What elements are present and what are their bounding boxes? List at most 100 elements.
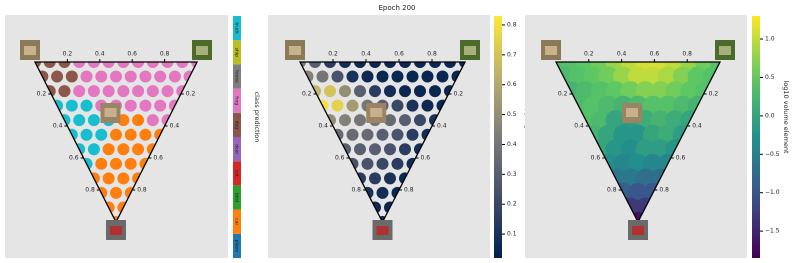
grid-point: [384, 114, 396, 127]
grid-point: [110, 186, 122, 199]
tick-label: 0.2: [558, 91, 568, 98]
center-image-detail: [370, 108, 383, 117]
grid-point: [80, 99, 93, 112]
grid-point: [391, 128, 404, 141]
grid-point: [43, 62, 56, 68]
grid-point: [361, 128, 374, 141]
grid-point: [354, 114, 366, 127]
grid-point: [51, 70, 64, 83]
tick-label: 0.8: [85, 187, 95, 194]
grid-point: [324, 62, 336, 68]
grid-point: [406, 70, 419, 83]
tick-label: 0.4: [574, 123, 584, 130]
grid-point: [139, 128, 152, 141]
grid-point: [391, 99, 404, 112]
grid-point: [369, 85, 381, 98]
tick-label: 0.4: [53, 123, 63, 130]
grid-point: [132, 143, 145, 156]
grid-point: [300, 62, 306, 68]
tick-label: 0.2: [454, 91, 464, 98]
grid-point: [58, 62, 71, 68]
colorbar-class-label: truck: [234, 22, 240, 34]
figure-title: Epoch 200: [378, 4, 415, 12]
grid-point: [414, 114, 426, 127]
colorbar-tick-label: 0.8: [507, 21, 517, 28]
grid-point: [65, 99, 78, 112]
tick-label: 0.8: [682, 51, 692, 58]
triangle-frame: [298, 61, 467, 224]
grid-point: [132, 85, 145, 98]
grid-point: [117, 62, 130, 68]
grid-point: [102, 172, 115, 185]
grid-point: [429, 85, 441, 98]
colorbar-class-label: car: [234, 218, 240, 225]
triangle-frame: [33, 61, 199, 224]
grid-point: [146, 62, 159, 68]
grid-point: [102, 62, 115, 68]
tick-label: 0.4: [692, 123, 702, 130]
grid-point: [139, 99, 152, 112]
grid-point: [58, 85, 71, 98]
tick-label: 0.4: [361, 51, 371, 58]
grid-point: [65, 70, 78, 83]
triangle-frame: [554, 61, 722, 224]
grid-point: [117, 85, 130, 98]
grid-point: [102, 85, 115, 98]
grid-point: [132, 62, 145, 68]
grid-point: [102, 143, 115, 156]
grid-point: [369, 172, 381, 185]
grid-point: [124, 70, 137, 83]
grid-point: [376, 157, 389, 170]
grid-point: [399, 85, 411, 98]
grid-point: [354, 85, 366, 98]
tick-label: 0.4: [617, 51, 627, 58]
tick-label: 0.2: [584, 51, 594, 58]
tick-label: 0.6: [421, 155, 431, 162]
grid-point: [168, 70, 181, 83]
grid-point: [384, 143, 396, 156]
grid-point: [146, 114, 159, 127]
grid-point: [154, 99, 167, 112]
colorbar-segment: [233, 161, 241, 186]
tick-label: 0.8: [351, 187, 361, 194]
colorbar-segment: [233, 16, 241, 41]
grid-point: [95, 128, 108, 141]
colorbar-class-label: horse: [234, 70, 240, 83]
corner-image-detail: [632, 226, 644, 235]
center-image-detail: [104, 108, 117, 117]
grid-point: [139, 70, 152, 83]
colorbar-class-label: cat: [234, 170, 240, 177]
grid-point: [414, 85, 426, 98]
colorbar-label: log10 volume element: [782, 80, 790, 154]
colorbar-tick-label: −1.5: [765, 228, 780, 235]
corner-image-detail: [376, 226, 389, 235]
colorbar-tick-label: 0.0: [765, 112, 775, 119]
grid-point: [316, 70, 329, 83]
colorbar-label: class prediction: [253, 92, 261, 143]
grid-point: [339, 114, 351, 127]
grid-point: [73, 114, 86, 127]
grid-point: [399, 143, 411, 156]
colorbar: [494, 16, 502, 258]
colorbar-segment: [233, 209, 241, 234]
corner-image-detail: [545, 46, 557, 55]
colorbar-tick-label: 0.2: [507, 201, 517, 208]
colorbar-tick-label: 1.0: [765, 36, 775, 43]
grid-point: [384, 62, 396, 68]
grid-point: [339, 85, 351, 98]
center-image-detail: [626, 108, 638, 117]
tick-label: 0.8: [607, 187, 617, 194]
grid-point: [346, 128, 359, 141]
grid-point: [35, 62, 41, 68]
grid-point: [87, 85, 100, 98]
grid-point: [384, 85, 396, 98]
grid-point: [369, 62, 381, 68]
grid-point: [176, 62, 189, 68]
grid-point: [406, 128, 419, 141]
grid-point: [331, 70, 344, 83]
grid-point: [376, 70, 389, 83]
colorbar-tick-label: 0.3: [507, 171, 517, 178]
colorbar-class-label: deer: [234, 144, 240, 154]
grid-point: [191, 62, 197, 68]
